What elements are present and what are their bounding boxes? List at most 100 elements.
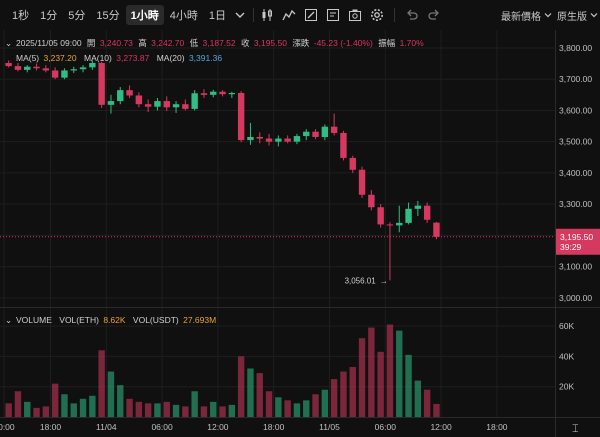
chevron-down-icon bbox=[590, 13, 598, 18]
price-tag-countdown: 39:29 bbox=[560, 242, 582, 252]
volume-bar bbox=[256, 373, 263, 417]
volume-tick-label: 60K bbox=[559, 321, 574, 331]
info-open-label: 開 bbox=[87, 38, 96, 48]
volume-bar bbox=[79, 398, 87, 417]
ma20-value: 3,391.36 bbox=[189, 53, 222, 63]
info-low: 3,187.52 bbox=[203, 38, 236, 48]
price-tick-label: 3,000.00 bbox=[559, 293, 592, 303]
timeframe-1s[interactable]: 1秒 bbox=[12, 10, 30, 22]
volume-bar bbox=[172, 404, 180, 417]
timeframe-15m[interactable]: 15分 bbox=[96, 10, 120, 22]
info-close-label: 收 bbox=[241, 38, 250, 48]
candle-body bbox=[293, 136, 301, 142]
timeframe-4h[interactable]: 4小時 bbox=[169, 10, 198, 22]
price-tick-label: 3,800.00 bbox=[559, 43, 592, 53]
volume-bar bbox=[340, 371, 347, 417]
info-collapse-icon[interactable]: ⌄ bbox=[5, 38, 12, 48]
timeframe-1m[interactable]: 1分 bbox=[40, 10, 58, 22]
timeframe-5m[interactable]: 5分 bbox=[68, 10, 86, 22]
price-axis: 3,000.003,100.003,200.003,300.003,400.00… bbox=[559, 43, 592, 303]
volume-label: VOLUME bbox=[16, 315, 52, 325]
volume-tick-label: 20K bbox=[559, 382, 574, 392]
volume-bar bbox=[247, 368, 254, 417]
vol-eth-value: 8.62K bbox=[103, 315, 126, 325]
time-tick-label: 18:00 bbox=[486, 422, 508, 432]
price-tag-value: 3,195.50 bbox=[560, 232, 593, 242]
cursor-icon[interactable]: ⌶ bbox=[572, 423, 579, 435]
info-change: -45.23 (-1.40%) bbox=[314, 38, 373, 48]
redo-icon[interactable] bbox=[425, 6, 443, 24]
volume-bar bbox=[14, 391, 22, 417]
grid bbox=[0, 30, 555, 417]
volume-bar bbox=[24, 401, 31, 417]
candle-body bbox=[237, 92, 245, 141]
settings-gear-icon[interactable] bbox=[368, 6, 386, 24]
volume-bar bbox=[70, 403, 77, 417]
volume-bar bbox=[42, 406, 50, 417]
time-tick-label: 11/05 bbox=[319, 422, 340, 432]
candle-body bbox=[330, 126, 338, 133]
toolbar-divider bbox=[253, 8, 254, 22]
info-amp-label: 振幅 bbox=[378, 38, 396, 48]
volume-bar bbox=[293, 403, 301, 417]
candle-body bbox=[303, 131, 310, 137]
volume-bar bbox=[154, 403, 161, 417]
template-icon[interactable] bbox=[324, 6, 342, 24]
candle-type-icon[interactable] bbox=[258, 6, 276, 24]
ma10-label: MA(10) bbox=[84, 53, 112, 63]
candle-body bbox=[219, 91, 226, 95]
price-tag-background bbox=[556, 228, 600, 255]
draw-tool-icon[interactable] bbox=[302, 6, 320, 24]
ma10-value: 3,273.87 bbox=[116, 53, 149, 63]
candle-body bbox=[117, 90, 124, 102]
toolbar: 1秒 1分 5分 15分 1小時 4小時 1日 bbox=[0, 0, 600, 30]
candle-body bbox=[312, 131, 319, 137]
volume-bars bbox=[5, 324, 440, 417]
info-open: 3,240.73 bbox=[100, 38, 133, 48]
candle-body bbox=[24, 66, 31, 70]
time-tick-label: 06:00 bbox=[375, 422, 397, 432]
timeframe-1h[interactable]: 1小時 bbox=[125, 5, 164, 25]
candle-body bbox=[126, 90, 133, 96]
candle-body bbox=[107, 101, 115, 105]
candle-body bbox=[42, 68, 50, 71]
volume-collapse-icon[interactable]: ⌄ bbox=[5, 315, 12, 325]
candle-body bbox=[358, 169, 366, 195]
volume-bar bbox=[144, 403, 152, 417]
candles bbox=[5, 60, 440, 281]
time-tick-label: 11/04 bbox=[96, 422, 117, 432]
candlestick-chart[interactable]: 3,000.003,100.003,200.003,300.003,400.00… bbox=[0, 30, 600, 437]
candle-body bbox=[51, 70, 59, 78]
indicators-icon[interactable] bbox=[280, 6, 298, 24]
volume-bar bbox=[349, 366, 356, 417]
volume-bar bbox=[330, 379, 338, 417]
volume-bar bbox=[98, 350, 105, 417]
volume-bar bbox=[228, 404, 236, 417]
candle-body bbox=[405, 208, 412, 223]
undo-icon[interactable] bbox=[403, 6, 421, 24]
screenshot-icon[interactable] bbox=[346, 6, 364, 24]
volume-bar bbox=[182, 406, 189, 417]
volume-bar bbox=[219, 406, 226, 417]
latest-price-select[interactable]: 最新價格 bbox=[501, 0, 553, 30]
candle-body bbox=[98, 62, 105, 105]
candle-body bbox=[377, 207, 384, 225]
chevron-down-icon[interactable] bbox=[231, 6, 249, 24]
volume-bar bbox=[358, 338, 366, 417]
candle-body bbox=[386, 224, 394, 226]
vol-eth-label: VOL(ETH) bbox=[59, 315, 99, 325]
candle-body bbox=[228, 92, 236, 95]
time-tick-label: 06:00 bbox=[151, 422, 173, 432]
volume-bar bbox=[191, 391, 198, 417]
volume-bar bbox=[135, 401, 143, 417]
info-datetime: 2025/11/05 09:00 bbox=[16, 38, 82, 48]
candle-body bbox=[284, 138, 291, 142]
timeframe-1d[interactable]: 1日 bbox=[208, 10, 226, 22]
candle-body bbox=[200, 93, 208, 95]
candle-body bbox=[79, 67, 87, 70]
ohlc-info: 2025/11/05 09:00 開 3,240.73 高 3,242.70 低… bbox=[16, 38, 424, 48]
chart-version-select[interactable]: 原生版 bbox=[557, 0, 599, 30]
candle-body bbox=[144, 104, 152, 107]
info-high-label: 高 bbox=[138, 38, 147, 48]
volume-bar bbox=[368, 327, 375, 417]
